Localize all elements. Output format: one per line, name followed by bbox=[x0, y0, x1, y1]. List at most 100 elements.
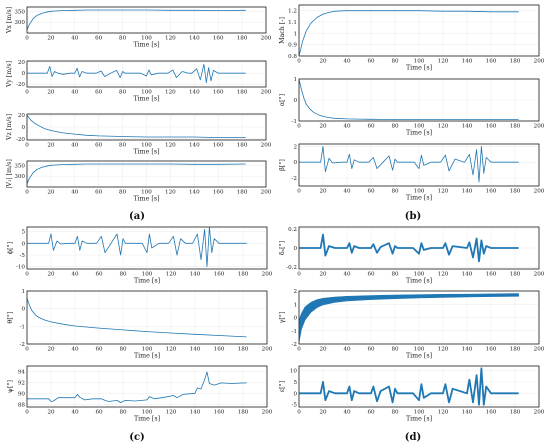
plot-frame bbox=[298, 4, 540, 57]
y-tick-label: 20 bbox=[18, 113, 26, 119]
x-tick-label: 120 bbox=[438, 189, 449, 195]
x-axis-label: Time [s] bbox=[134, 353, 160, 360]
x-tick-label: 180 bbox=[510, 189, 521, 195]
y-axis-label: δₐ[°] bbox=[279, 241, 286, 255]
x-tick-label: 140 bbox=[189, 143, 200, 149]
x-tick-label: 40 bbox=[71, 190, 79, 196]
x-tick-label: 80 bbox=[119, 347, 127, 353]
x-axis-label: Time [s] bbox=[406, 65, 432, 72]
y-tick-label: -2 bbox=[292, 342, 298, 348]
x-tick-label: 0 bbox=[25, 36, 29, 42]
y-tick-label: -5 bbox=[20, 253, 26, 259]
x-tick-label: 120 bbox=[166, 272, 177, 278]
x-tick-label: 60 bbox=[367, 124, 375, 130]
y-tick-label: 0 bbox=[21, 307, 25, 313]
chart-c2: 0 20 40 60 80 100 120 140 160 180 200 -2 -1 0 1 Time [s… bbox=[7, 289, 273, 360]
x-tick-label: 20 bbox=[47, 36, 55, 42]
x-tick-label: 80 bbox=[391, 189, 399, 195]
x-tick-label: 40 bbox=[343, 59, 351, 65]
y-tick-label: 0 bbox=[293, 246, 297, 252]
x-tick-label: 0 bbox=[25, 272, 29, 278]
y-axis-label: ε[°] bbox=[279, 381, 286, 392]
x-tick-label: 180 bbox=[237, 143, 248, 149]
x-tick-label: 100 bbox=[142, 347, 153, 353]
series-band bbox=[298, 293, 519, 343]
x-tick-label: 180 bbox=[237, 90, 248, 96]
y-tick-label: 92 bbox=[18, 380, 26, 386]
series-line bbox=[27, 226, 247, 268]
x-tick-label: 100 bbox=[414, 410, 425, 416]
y-tick-label: 20 bbox=[18, 60, 26, 66]
x-tick-label: 200 bbox=[534, 347, 545, 353]
series-line bbox=[26, 297, 247, 338]
x-tick-label: 0 bbox=[25, 410, 29, 416]
x-tick-label: 120 bbox=[166, 410, 177, 416]
plot-frame bbox=[298, 365, 540, 408]
x-tick-label: 80 bbox=[119, 143, 127, 149]
y-axis-label: ψ[°] bbox=[7, 380, 14, 393]
x-axis-label: Time [s] bbox=[406, 278, 432, 285]
x-tick-label: 200 bbox=[261, 143, 272, 149]
x-tick-label: 80 bbox=[119, 410, 127, 416]
y-axis-label: Vy [m/s] bbox=[6, 61, 13, 88]
y-tick-label: 0 bbox=[293, 391, 297, 397]
panel-label-b: (b) bbox=[405, 211, 421, 222]
x-tick-label: 140 bbox=[462, 124, 473, 130]
x-tick-label: 20 bbox=[319, 189, 327, 195]
y-tick-label: -20 bbox=[16, 137, 25, 143]
x-tick-label: 200 bbox=[534, 59, 545, 65]
x-tick-label: 80 bbox=[119, 36, 127, 42]
x-tick-label: 40 bbox=[343, 410, 351, 416]
x-tick-label: 140 bbox=[189, 190, 200, 196]
x-tick-label: 200 bbox=[261, 90, 272, 96]
y-tick-label: 1.2 bbox=[288, 9, 297, 15]
x-tick-label: 160 bbox=[214, 410, 225, 416]
y-tick-label: -2 bbox=[292, 176, 298, 182]
x-axis-label: Time [s] bbox=[406, 195, 432, 202]
x-tick-label: 140 bbox=[462, 410, 473, 416]
plot-frame bbox=[298, 78, 540, 122]
x-tick-label: 200 bbox=[534, 189, 545, 195]
series-line bbox=[299, 367, 519, 406]
x-axis-label: Time [s] bbox=[134, 278, 160, 285]
x-tick-label: 120 bbox=[166, 347, 177, 353]
plot-frame bbox=[26, 6, 267, 34]
y-tick-label: -1 bbox=[292, 329, 297, 335]
y-tick-label: 1 bbox=[293, 77, 297, 83]
y-tick-label: 88 bbox=[18, 402, 26, 408]
y-tick-label: 90 bbox=[18, 391, 26, 397]
x-tick-label: 180 bbox=[237, 190, 248, 196]
y-tick-label: 5 bbox=[293, 380, 297, 386]
y-tick-label: 94 bbox=[18, 369, 26, 375]
x-tick-label: 0 bbox=[297, 59, 301, 65]
y-axis-label: |V₁| [m/s] bbox=[6, 159, 13, 189]
x-tick-label: 80 bbox=[119, 190, 127, 196]
y-tick-label: 1 bbox=[293, 31, 297, 37]
y-axis-label: Vz [m/s] bbox=[6, 114, 13, 141]
x-tick-label: 140 bbox=[462, 59, 473, 65]
y-axis-label: γ[°] bbox=[279, 312, 286, 324]
x-tick-label: 200 bbox=[534, 272, 545, 278]
y-tick-label: 10 bbox=[290, 369, 298, 375]
x-axis-label: Time [s] bbox=[134, 416, 160, 423]
x-tick-label: 20 bbox=[47, 143, 55, 149]
y-tick-label: 0.9 bbox=[288, 43, 297, 49]
chart-a1: 0 20 40 60 80 100 120 140 160 180 200 300 350 Time [s… bbox=[6, 6, 272, 49]
plot-frame bbox=[298, 290, 540, 345]
x-tick-label: 60 bbox=[95, 190, 103, 196]
x-tick-label: 60 bbox=[95, 143, 103, 149]
y-tick-label: 300 bbox=[14, 20, 25, 26]
x-tick-label: 80 bbox=[391, 347, 399, 353]
x-tick-label: 40 bbox=[343, 124, 351, 130]
x-tick-label: 160 bbox=[213, 190, 224, 196]
chart-a4: 0 20 40 60 80 100 120 140 160 180 200 300 350 Time [s… bbox=[6, 159, 272, 202]
x-tick-label: 160 bbox=[486, 272, 497, 278]
x-tick-label: 180 bbox=[510, 272, 521, 278]
x-tick-label: 140 bbox=[190, 347, 201, 353]
x-tick-label: 120 bbox=[165, 190, 176, 196]
y-tick-label: -2 bbox=[20, 342, 26, 348]
